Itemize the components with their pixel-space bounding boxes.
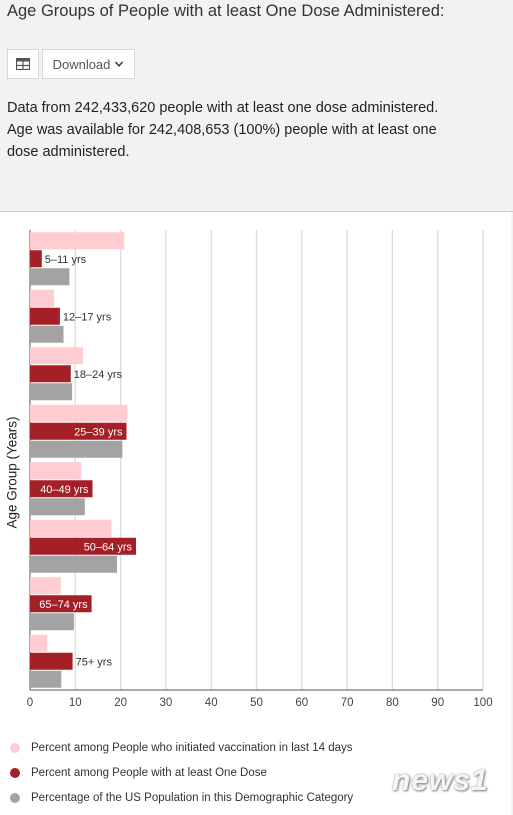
table-view-button[interactable] <box>7 49 39 79</box>
bar-us-population-2 <box>30 383 73 401</box>
bar-initiated-4 <box>30 462 82 480</box>
category-label-6: 65–74 yrs <box>39 599 88 611</box>
bar-us-population-5 <box>30 555 117 573</box>
category-label-5: 50–64 yrs <box>84 541 133 553</box>
description-line-1: Data from 242,433,620 people with at lea… <box>7 100 439 116</box>
legend-swatch <box>10 768 20 778</box>
x-tick-label-100: 100 <box>473 697 492 709</box>
category-label-1: 12–17 yrs <box>63 311 112 323</box>
x-tick-label-20: 20 <box>114 697 127 709</box>
x-tick-label-10: 10 <box>69 697 82 709</box>
legend-label: Percent among People with at least One D… <box>31 767 267 779</box>
x-tick-label-70: 70 <box>341 697 354 709</box>
bar-at-least-one-dose-1 <box>30 307 60 325</box>
legend-swatch <box>10 793 20 803</box>
bar-initiated-7 <box>30 634 48 652</box>
category-label-0: 5–11 yrs <box>45 254 87 266</box>
bar-us-population-1 <box>30 325 64 343</box>
bar-us-population-6 <box>30 613 74 631</box>
x-tick-label-60: 60 <box>295 697 308 709</box>
bar-at-least-one-dose-3 <box>30 422 127 440</box>
bar-us-population-0 <box>30 268 70 286</box>
download-label: Download <box>52 56 111 72</box>
x-tick-label-30: 30 <box>160 697 173 709</box>
chevron-down-icon <box>115 61 124 67</box>
table-icon <box>16 58 30 70</box>
description-line-3: dose administered. <box>7 144 130 160</box>
bar-at-least-one-dose-4 <box>30 480 93 498</box>
chart-panel <box>0 212 511 815</box>
category-label-7: 75+ yrs <box>76 656 113 668</box>
x-tick-label-50: 50 <box>250 697 263 709</box>
legend-item-at-least-one-dose[interactable]: Percent among People with at least One D… <box>10 767 267 779</box>
news1-watermark-logo: news1 <box>392 764 489 797</box>
bar-at-least-one-dose-0 <box>30 250 42 268</box>
legend-item-us-population[interactable]: Percentage of the US Population in this … <box>10 792 353 804</box>
y-axis-label: Age Group (Years) <box>4 416 20 529</box>
x-tick-label-40: 40 <box>205 697 218 709</box>
category-label-4: 40–49 yrs <box>40 484 89 496</box>
legend-swatch <box>10 743 20 753</box>
bar-at-least-one-dose-6 <box>30 595 92 613</box>
category-label-3: 25–39 yrs <box>74 426 123 438</box>
chart-title: Age Groups of People with at least One D… <box>7 2 445 20</box>
download-button[interactable]: Download <box>42 49 135 79</box>
bar-initiated-5 <box>30 519 112 537</box>
category-label-2: 18–24 yrs <box>74 369 123 381</box>
legend-label: Percent among People who initiated vacci… <box>31 742 353 754</box>
bar-at-least-one-dose-2 <box>30 365 71 383</box>
bar-us-population-4 <box>30 498 85 516</box>
description-line-2: Age was available for 242,408,653 (100%)… <box>7 122 437 138</box>
bar-us-population-7 <box>30 670 62 688</box>
bar-us-population-3 <box>30 440 123 458</box>
legend-label: Percentage of the US Population in this … <box>31 792 354 804</box>
bar-initiated-6 <box>30 577 61 595</box>
x-tick-label-90: 90 <box>431 697 444 709</box>
legend-item-initiated-14-days[interactable]: Percent among People who initiated vacci… <box>10 742 353 754</box>
bar-at-least-one-dose-5 <box>30 537 137 555</box>
bar-initiated-2 <box>30 347 84 365</box>
section-divider <box>0 211 513 212</box>
bar-initiated-1 <box>30 289 55 307</box>
x-tick-label-0: 0 <box>27 697 33 709</box>
x-tick-label-80: 80 <box>386 697 399 709</box>
bar-chart: 0 10 20 30 40 50 60 70 80 90 100 5–11 yrs 12–17 yrs 1… <box>27 230 493 709</box>
chart-description: Data from 242,433,620 people with at lea… <box>7 97 507 163</box>
bar-at-least-one-dose-7 <box>30 652 73 670</box>
bar-initiated-3 <box>30 404 128 422</box>
bar-initiated-0 <box>30 232 125 250</box>
